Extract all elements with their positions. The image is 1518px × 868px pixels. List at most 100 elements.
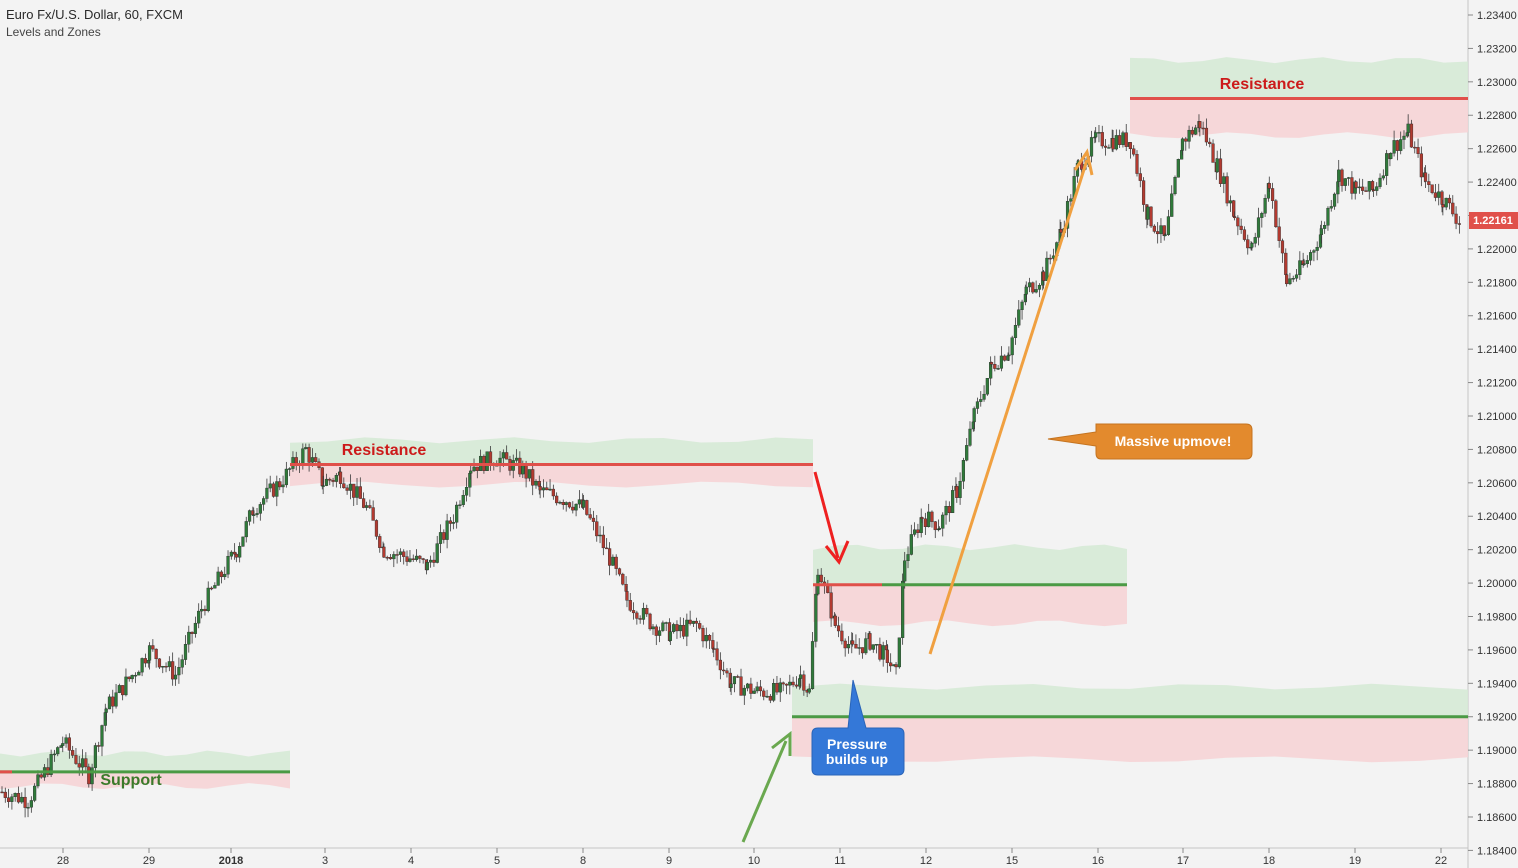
candle-body bbox=[488, 451, 493, 465]
candle-body bbox=[1135, 154, 1139, 174]
candle-body bbox=[1260, 213, 1264, 218]
candle-body bbox=[1441, 204, 1445, 208]
candle-body bbox=[1427, 181, 1431, 185]
candle-body bbox=[281, 484, 285, 488]
candle-body bbox=[151, 645, 155, 650]
candle-body bbox=[661, 622, 665, 631]
candle-body bbox=[1194, 127, 1198, 135]
pressure-text-2: builds up bbox=[826, 751, 888, 767]
time-tick-label: 3 bbox=[322, 855, 328, 867]
candle-body bbox=[200, 608, 204, 612]
candle-body bbox=[90, 767, 94, 785]
candle-body bbox=[1180, 138, 1185, 151]
candle-body bbox=[374, 520, 379, 537]
price-tick-label: 1.21000 bbox=[1477, 411, 1517, 423]
candle-body bbox=[881, 645, 885, 660]
zone-upper bbox=[813, 544, 1127, 585]
candle-body bbox=[358, 486, 362, 499]
candle-body bbox=[1343, 178, 1347, 186]
candle-body bbox=[238, 546, 242, 558]
candle-body bbox=[247, 510, 252, 522]
candle-body bbox=[1218, 158, 1223, 184]
candle-body bbox=[746, 683, 750, 689]
candle-body bbox=[794, 684, 798, 687]
price-tick-label: 1.22400 bbox=[1477, 177, 1517, 189]
candle-body bbox=[762, 690, 766, 697]
massive-upmove-text: Massive upmove! bbox=[1115, 433, 1232, 449]
candle-body bbox=[1017, 309, 1021, 326]
candle-body bbox=[1246, 239, 1250, 249]
candle-body bbox=[20, 796, 24, 803]
candle-body bbox=[29, 800, 33, 808]
candle-body bbox=[920, 517, 924, 519]
candle-body bbox=[362, 498, 366, 508]
candle-body bbox=[1378, 177, 1382, 187]
indicator-name: Levels and Zones bbox=[6, 25, 101, 39]
candle-body bbox=[982, 393, 986, 400]
candle-body bbox=[1267, 183, 1271, 189]
candle-body bbox=[1340, 169, 1344, 186]
candle-body bbox=[226, 555, 230, 575]
candle-body bbox=[768, 695, 772, 701]
candle-body bbox=[518, 457, 522, 475]
candle-body bbox=[1184, 138, 1188, 142]
candle-body bbox=[1037, 284, 1042, 290]
candle-body bbox=[1173, 177, 1177, 195]
candle-body bbox=[448, 520, 453, 524]
candle-body bbox=[1204, 127, 1209, 143]
price-tick-label: 1.18400 bbox=[1477, 845, 1517, 857]
candle-body bbox=[645, 608, 649, 615]
candle-body bbox=[442, 532, 446, 540]
candle-body bbox=[1069, 198, 1073, 202]
candle-body bbox=[117, 685, 121, 693]
levels-layer bbox=[0, 97, 1468, 774]
time-scale[interactable]: 28 29 2018 3 4 5 8 9 10 11 12 15 16 17 18 19 22 bbox=[57, 848, 1447, 867]
time-tick-label: 8 bbox=[580, 855, 586, 867]
candle-body bbox=[654, 626, 658, 636]
candle-body bbox=[909, 534, 913, 555]
candle-body bbox=[595, 521, 599, 537]
candle-body bbox=[913, 529, 917, 535]
candle-body bbox=[1225, 176, 1229, 204]
candle-body bbox=[223, 573, 227, 578]
candle-body bbox=[601, 534, 605, 549]
candle-body bbox=[729, 683, 733, 688]
candle-body bbox=[408, 558, 412, 562]
candle-body bbox=[857, 647, 861, 649]
time-tick-label: 17 bbox=[1177, 855, 1189, 867]
candle-body bbox=[524, 463, 528, 479]
candle-body bbox=[840, 630, 844, 642]
candle-body bbox=[775, 683, 779, 693]
candle-body bbox=[485, 451, 489, 471]
candle-body bbox=[1190, 129, 1194, 135]
candle-body bbox=[752, 690, 756, 694]
candle-body bbox=[1419, 153, 1423, 178]
candle-body bbox=[531, 469, 535, 486]
candle-body bbox=[1308, 252, 1313, 261]
candle-body bbox=[16, 793, 21, 803]
candle-body bbox=[216, 571, 220, 586]
candle-body bbox=[968, 428, 972, 446]
candle-body bbox=[894, 664, 898, 668]
candle-body bbox=[258, 504, 262, 514]
candle-body bbox=[121, 685, 125, 696]
candle-body bbox=[469, 470, 473, 474]
candle-body bbox=[180, 659, 184, 668]
candle-body bbox=[1228, 200, 1232, 204]
candle-body bbox=[972, 408, 976, 423]
candle-body bbox=[275, 481, 279, 497]
candle-body bbox=[514, 457, 519, 461]
candle-body bbox=[694, 620, 698, 624]
candle-body bbox=[807, 688, 811, 693]
candle-body bbox=[61, 743, 65, 746]
time-tick-label: 16 bbox=[1092, 855, 1104, 867]
candle-body bbox=[802, 674, 806, 691]
candle-body bbox=[39, 774, 43, 778]
price-tick-label: 1.21200 bbox=[1477, 378, 1517, 390]
candle-body bbox=[310, 457, 314, 463]
candle-body bbox=[111, 696, 115, 707]
candle-body bbox=[3, 791, 7, 798]
price-scale[interactable]: 1.23400 1.23200 1.23000 1.22800 1.22600 1.224… bbox=[1468, 10, 1517, 857]
candle-body bbox=[1010, 337, 1014, 356]
